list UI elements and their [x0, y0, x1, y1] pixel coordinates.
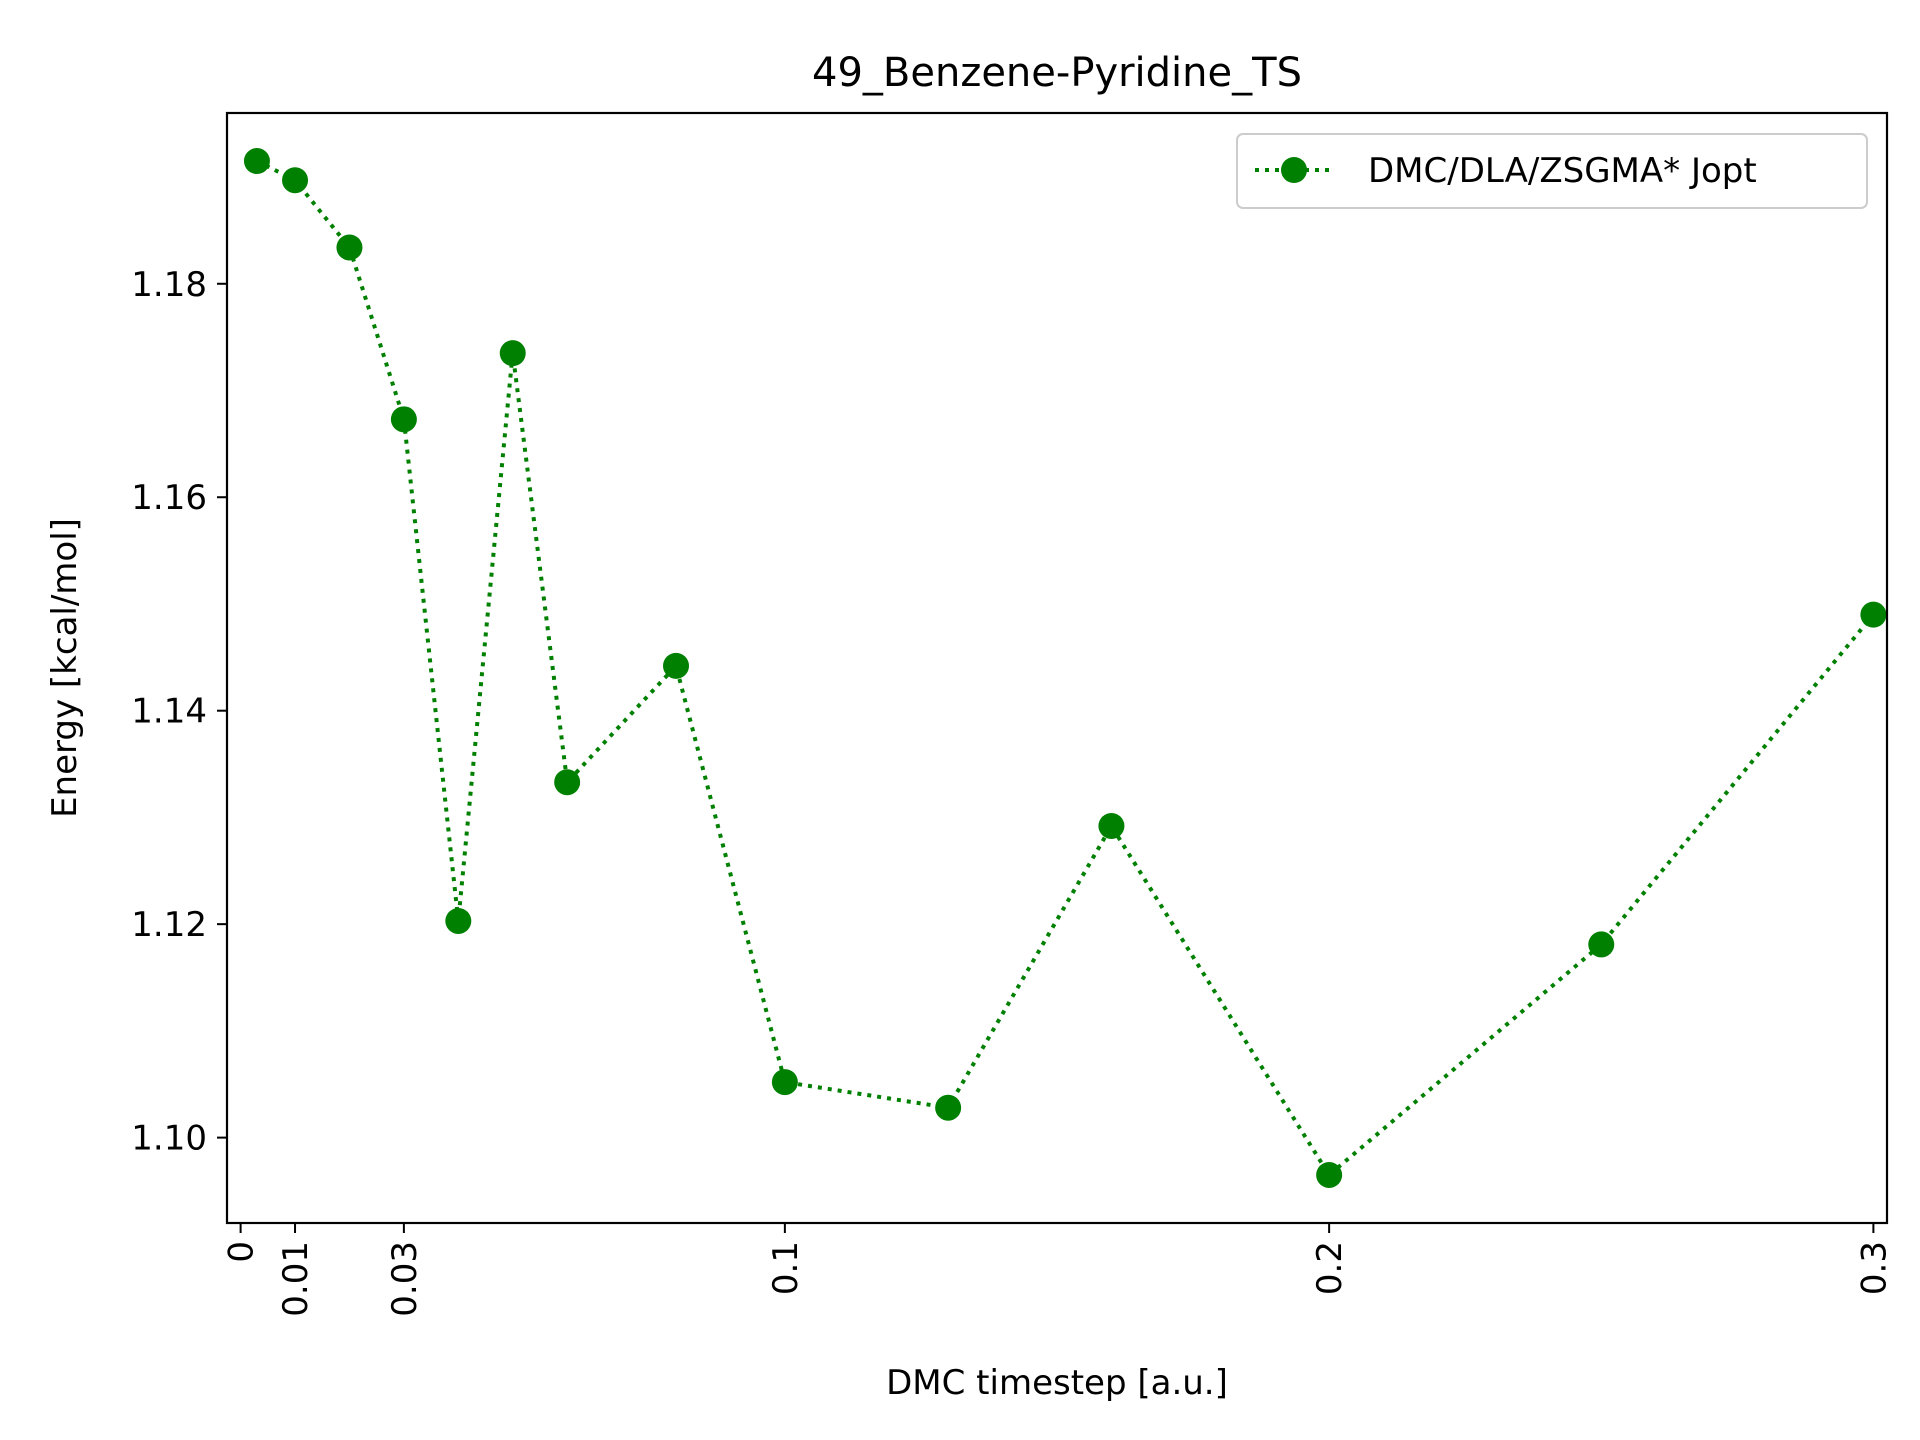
data-point: [1588, 931, 1615, 958]
data-point: [1316, 1161, 1343, 1188]
series-layer: [243, 148, 1887, 1188]
chart-title: 49_Benzene-Pyridine_TS: [812, 50, 1302, 96]
y-axis-ticks: 1.10 1.12 1.14 1.16 1.18: [131, 265, 227, 1159]
data-point: [390, 406, 417, 433]
data-point: [554, 769, 581, 796]
x-axis-label: DMC timestep [a.u.]: [886, 1363, 1228, 1403]
data-point: [445, 907, 472, 934]
data-point: [243, 148, 270, 175]
x-tick-label: 0: [222, 1241, 262, 1263]
legend-marker: [1281, 157, 1307, 183]
x-tick-label: 0.2: [1310, 1241, 1350, 1295]
data-point: [771, 1069, 798, 1096]
y-tick-label: 1.10: [131, 1119, 207, 1159]
data-point: [1860, 601, 1887, 628]
y-tick-label: 1.12: [131, 905, 207, 945]
x-tick-label: 0.3: [1854, 1241, 1894, 1295]
legend-label: DMC/DLA/ZSGMA* Jopt: [1368, 151, 1757, 191]
data-point: [336, 234, 363, 261]
y-tick-label: 1.14: [131, 692, 207, 732]
data-point: [282, 167, 309, 194]
data-point: [1098, 812, 1125, 839]
plot-frame: [225, 111, 1889, 1225]
y-axis-label: Energy [kcal/mol]: [45, 518, 85, 818]
legend: DMC/DLA/ZSGMA* Jopt: [1236, 133, 1868, 209]
legend-box: [1236, 133, 1868, 209]
y-tick-label: 1.18: [131, 265, 207, 305]
x-tick-label: 0.03: [385, 1241, 425, 1317]
y-tick-label: 1.16: [131, 478, 207, 518]
x-axis-ticks: 0 0.01 0.03 0.1 0.2 0.3: [222, 1223, 1894, 1317]
series-line: [255, 159, 1875, 1179]
plot-area: [225, 111, 1889, 1225]
data-point: [663, 652, 690, 679]
x-tick-label: 0.1: [766, 1241, 806, 1295]
data-point: [935, 1094, 962, 1121]
x-tick-label: 0.01: [276, 1241, 316, 1317]
data-point: [499, 340, 526, 367]
